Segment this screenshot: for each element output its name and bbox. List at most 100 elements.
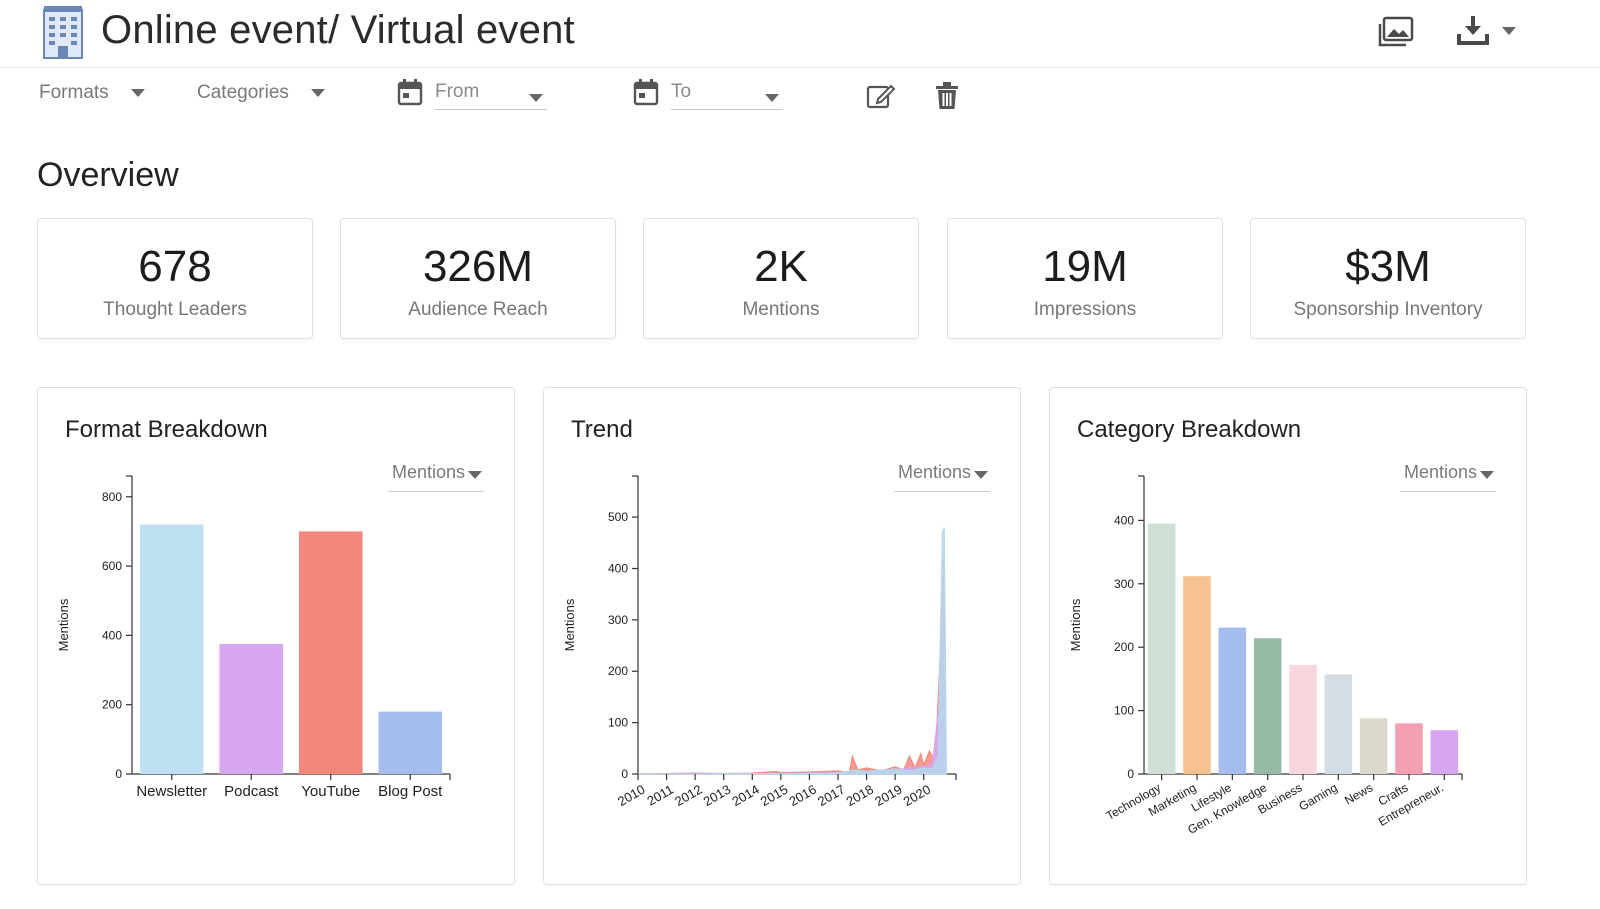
chevron-down-icon [765,94,779,102]
stat-label: Sponsorship Inventory [1293,299,1483,320]
download-button[interactable] [1456,14,1522,48]
categories-label: Categories [197,82,289,103]
y-tick-label: 0 [1127,767,1134,781]
y-tick-label: 300 [608,613,628,627]
overview-title: Overview [37,156,179,194]
bar [1183,576,1211,774]
y-tick-label: 600 [102,559,122,573]
x-tick-label: 2015 [758,782,791,809]
category-breakdown-card: Category Breakdown Mentions 0 100 200 300 40… [1049,387,1527,885]
bar [1395,723,1423,774]
x-tick-label: 2017 [815,782,848,809]
stat-label: Audience Reach [408,299,548,320]
formats-label: Formats [39,82,109,103]
y-tick-label: 500 [608,510,628,524]
x-tick-label: Gaming [1296,780,1339,813]
bar [1359,718,1388,774]
y-tick-label: 0 [115,767,122,781]
stat-label: Thought Leaders [103,299,247,320]
stat-value: 19M [1042,242,1128,291]
x-tick-label: 2013 [701,782,734,809]
stat-card-mentions: 2K Mentions [643,218,919,339]
from-date-picker: From [397,78,547,110]
x-tick-label: Newsletter [136,783,207,800]
edit-icon[interactable] [866,82,896,110]
building-icon [43,6,83,59]
bar [1253,638,1282,774]
x-tick-label: 2016 [786,782,819,809]
categories-dropdown[interactable]: Categories [197,82,325,104]
metric-label: Mentions [898,462,972,482]
y-tick-label: 400 [102,628,122,642]
series-area [637,558,946,775]
trend-chart: 0 100 200 300 400 500 Mentions 2010201120122013… [562,475,957,809]
bar [1289,664,1317,774]
y-tick-label: 100 [608,716,628,730]
stat-value: $3M [1345,242,1431,291]
metric-label: Mentions [392,462,466,482]
chevron-down-icon [1502,27,1516,35]
x-tick-label: 2018 [844,782,877,809]
category-breakdown-chart: 0100200300400MentionsTechnologyMarketing… [1068,475,1463,837]
trend-card: Trend Mentions 0 100 200 300 400 500 Mentions 2… [543,387,1021,885]
format-breakdown-chart: 0 200 400 600 800 Mentions Newsletter Podcast Yo… [56,475,451,800]
bar [139,524,204,774]
card-title: Trend [571,416,633,443]
bar [1324,674,1353,774]
series-area [638,527,948,775]
image-gallery-icon[interactable] [1378,16,1414,48]
y-tick-label: 100 [1114,704,1134,718]
y-axis-label: Mentions [56,598,71,651]
x-tick-label: 2014 [729,782,762,809]
bar [219,644,284,774]
to-placeholder: To [671,81,692,102]
y-tick-label: 300 [1114,577,1134,591]
to-date-input[interactable]: To [671,78,783,110]
x-tick-label: 2020 [901,782,934,809]
x-tick-label: 2010 [615,782,648,809]
metric-dropdown[interactable]: Mentions [1400,462,1496,492]
chevron-down-icon [1480,471,1494,479]
from-date-input[interactable]: From [435,78,547,110]
metric-label: Mentions [1404,462,1478,482]
bar [298,531,363,774]
stat-value: 2K [754,242,808,291]
series-area [637,630,946,775]
x-tick-label: Blog Post [378,783,443,800]
stat-label: Mentions [742,299,820,320]
calendar-icon[interactable] [633,78,659,106]
metric-dropdown[interactable]: Mentions [388,462,484,492]
card-title: Format Breakdown [65,416,268,443]
metric-dropdown[interactable]: Mentions [894,462,990,492]
stat-card-sponsorship-inventory: $3M Sponsorship Inventory [1250,218,1526,339]
y-tick-label: 0 [621,767,628,781]
stat-label: Impressions [1033,299,1137,320]
formats-dropdown[interactable]: Formats [39,82,145,104]
x-tick-label: Podcast [224,783,279,800]
x-tick-label: 2019 [872,782,905,809]
y-axis-label: Mentions [562,598,577,651]
stat-card-thought-leaders: 678 Thought Leaders [37,218,313,339]
x-tick-label: News [1342,780,1375,807]
x-tick-label: 2011 [644,782,676,809]
y-tick-label: 400 [1114,513,1134,527]
chevron-down-icon [130,89,145,97]
y-tick-label: 200 [608,664,628,678]
chevron-down-icon [529,94,543,102]
from-placeholder: From [435,81,480,102]
card-title: Category Breakdown [1077,416,1302,443]
stat-value: 678 [138,242,212,291]
y-tick-label: 200 [1114,640,1134,654]
trash-icon[interactable] [935,82,959,110]
chevron-down-icon [310,89,325,97]
x-tick-label: 2012 [672,782,705,809]
filter-bar: Formats Categories From To [0,70,1600,120]
calendar-icon[interactable] [397,78,423,106]
bar [378,711,443,774]
y-tick-label: 400 [608,561,628,575]
download-icon [1457,16,1489,45]
y-tick-label: 800 [102,490,122,504]
stat-value: 326M [422,242,534,291]
to-date-picker: To [633,78,783,110]
stat-card-impressions: 19M Impressions [947,218,1223,339]
